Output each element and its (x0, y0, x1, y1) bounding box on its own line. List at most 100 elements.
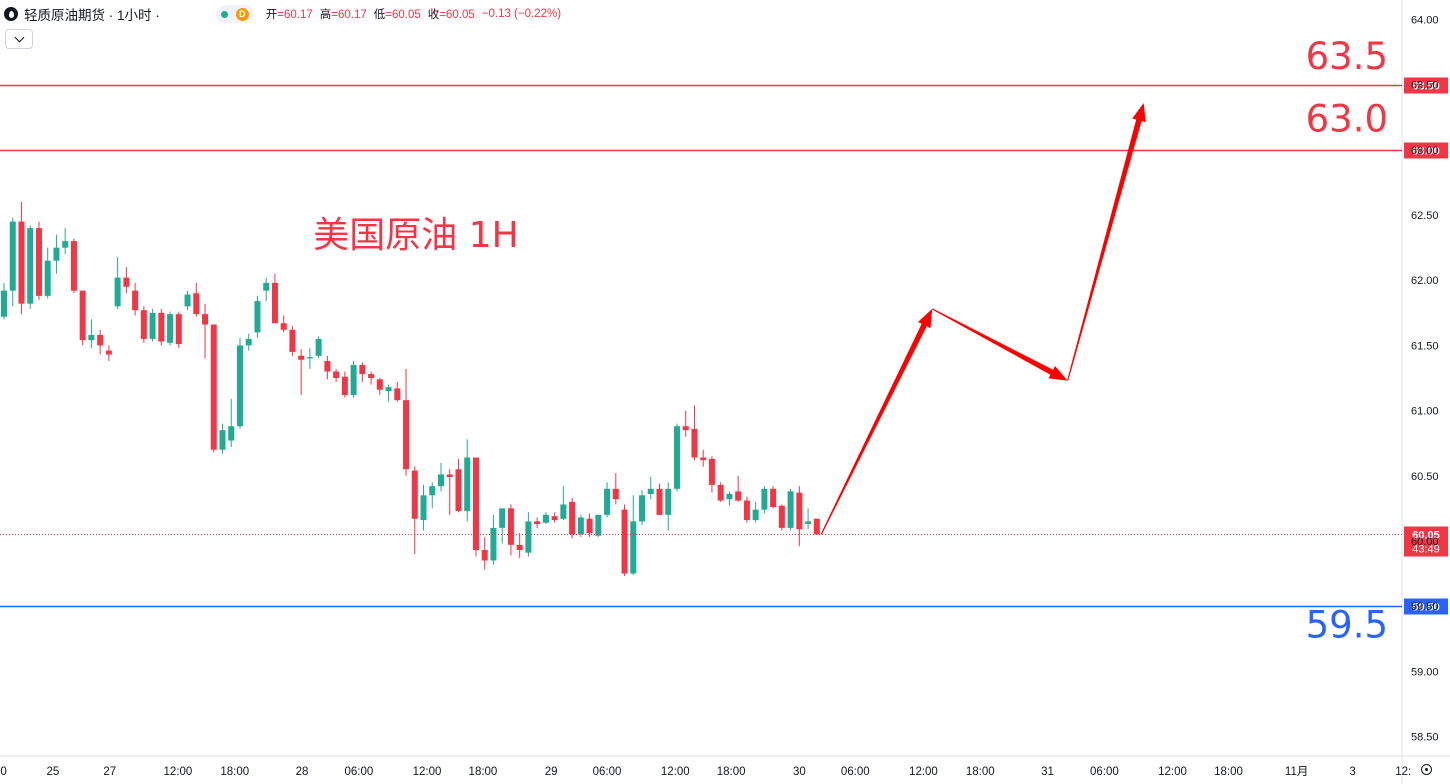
x-tick-label: 12:00 (413, 766, 442, 778)
candle-body (27, 228, 34, 304)
candle-body (656, 488, 663, 515)
candle-body (9, 221, 16, 291)
candle-body (787, 491, 794, 528)
x-tick-label: 11月 (1285, 766, 1308, 778)
x-tick-label: 18:00 (717, 766, 746, 778)
candle-body (796, 492, 803, 530)
candle-body (88, 334, 95, 341)
x-tick-label: 18:00 (469, 766, 498, 778)
candle-body (368, 374, 375, 378)
price-target-annotation: 59.5 (1306, 603, 1388, 646)
candle-body (507, 508, 514, 545)
x-tick-label: 12:00 (661, 766, 690, 778)
candle-body (700, 457, 707, 461)
candle-body (682, 426, 689, 431)
x-tick-label: 18:00 (220, 766, 249, 778)
candle-body (97, 334, 104, 346)
time-axis[interactable]: :00 25 27 12:00 18:00 28 06:00 12:00 18:00 29 06:0… (0, 766, 1411, 778)
gear-icon[interactable] (1421, 764, 1432, 775)
candle-body (324, 361, 331, 372)
y-tick-label: 59.50 (1411, 601, 1439, 613)
x-tick-label: 06:00 (841, 766, 870, 778)
price-axis[interactable]: 64.00 63.50 63.00 62.50 62.00 61.50 61.00 60.50… (1411, 15, 1439, 744)
candle-body (481, 550, 488, 561)
horizontal-levels[interactable]: 63.50 63.00 59.50 (0, 77, 1448, 615)
candle-body (752, 509, 759, 521)
candle-body (577, 517, 584, 535)
level-badge-label: 63.50 (1412, 81, 1440, 93)
delayed-data-badge: D (235, 7, 249, 21)
candle-body (210, 324, 217, 450)
x-tick-label: 12:00 (1158, 766, 1187, 778)
candle-body (123, 277, 130, 287)
candle-body (542, 514, 549, 523)
candle-body (778, 505, 785, 528)
x-tick-label: 31 (1041, 766, 1054, 778)
candle-body (1, 290, 7, 317)
projection-arrow (1067, 103, 1146, 381)
candle-body (403, 400, 410, 470)
collapse-legend-button[interactable] (5, 29, 33, 49)
candle-body (525, 521, 532, 553)
candle-body (595, 514, 602, 536)
candle-body (464, 457, 471, 511)
ohlc-values: 开=60.17 高=60.17 低=60.05 收=60.05 (266, 6, 475, 22)
candle-body (359, 364, 366, 375)
candle-body (621, 509, 628, 574)
x-tick-label: 06:00 (1090, 766, 1119, 778)
candle-body (289, 329, 296, 352)
candle-body (630, 521, 637, 574)
candle-body (105, 350, 112, 355)
candle-body (202, 314, 209, 325)
ohlc-low: 低=60.05 (373, 9, 421, 21)
candle-body (761, 488, 768, 510)
chevron-down-icon (14, 32, 24, 42)
candle-body (743, 500, 750, 521)
candle-body (604, 488, 611, 515)
candle-body (228, 426, 235, 441)
y-tick-label: 61.50 (1411, 340, 1439, 352)
candle-body (333, 371, 340, 378)
candle-body (35, 228, 42, 296)
annotations[interactable]: 美国原油 1H 63.5 63.0 59.5 (313, 35, 1388, 646)
y-tick-label: 60.50 (1411, 471, 1439, 483)
candle-body (315, 338, 322, 356)
level-badge-label: 63.00 (1412, 146, 1440, 158)
level-badge-label: 59.50 (1412, 602, 1440, 614)
candle-body (499, 508, 506, 528)
candle-body (612, 488, 619, 500)
level-badge (1404, 142, 1448, 159)
x-tick-label: 18:00 (966, 766, 995, 778)
candle-body (263, 282, 270, 291)
oil-drop-icon (4, 7, 18, 21)
candle-body (254, 301, 261, 333)
candle-body (306, 357, 313, 359)
price-target-annotation: 63.5 (1306, 35, 1388, 78)
candle-body (586, 518, 593, 534)
candle-body (18, 221, 25, 304)
candle-body (726, 494, 733, 500)
candle-body (805, 521, 812, 524)
x-tick-label: 28 (296, 766, 309, 778)
candle-body (62, 241, 69, 248)
chart-title-annotation: 美国原油 1H (313, 215, 518, 256)
projection-arrow (931, 308, 1068, 381)
x-tick-label: :00 (0, 766, 7, 778)
candle-body (193, 293, 200, 315)
x-tick-label: 30 (793, 766, 806, 778)
market-open-dot-icon (220, 10, 228, 18)
candle-body (639, 495, 646, 522)
y-tick-label: 58.50 (1411, 731, 1439, 743)
symbol-title[interactable]: 轻质原油期货 · 1小时 · (24, 8, 160, 23)
candle-body (691, 428, 698, 458)
x-tick-label: 18:00 (1214, 766, 1243, 778)
chart-header: 轻质原油期货 · 1小时 · D 开=60.17 高=60.17 低=60.05… (4, 4, 561, 24)
candle-body (735, 491, 742, 501)
candle-body (245, 338, 252, 346)
projection-arrows[interactable] (820, 103, 1146, 535)
candle-body (140, 310, 147, 339)
market-status[interactable]: D (215, 5, 254, 23)
candle-body (455, 469, 462, 511)
